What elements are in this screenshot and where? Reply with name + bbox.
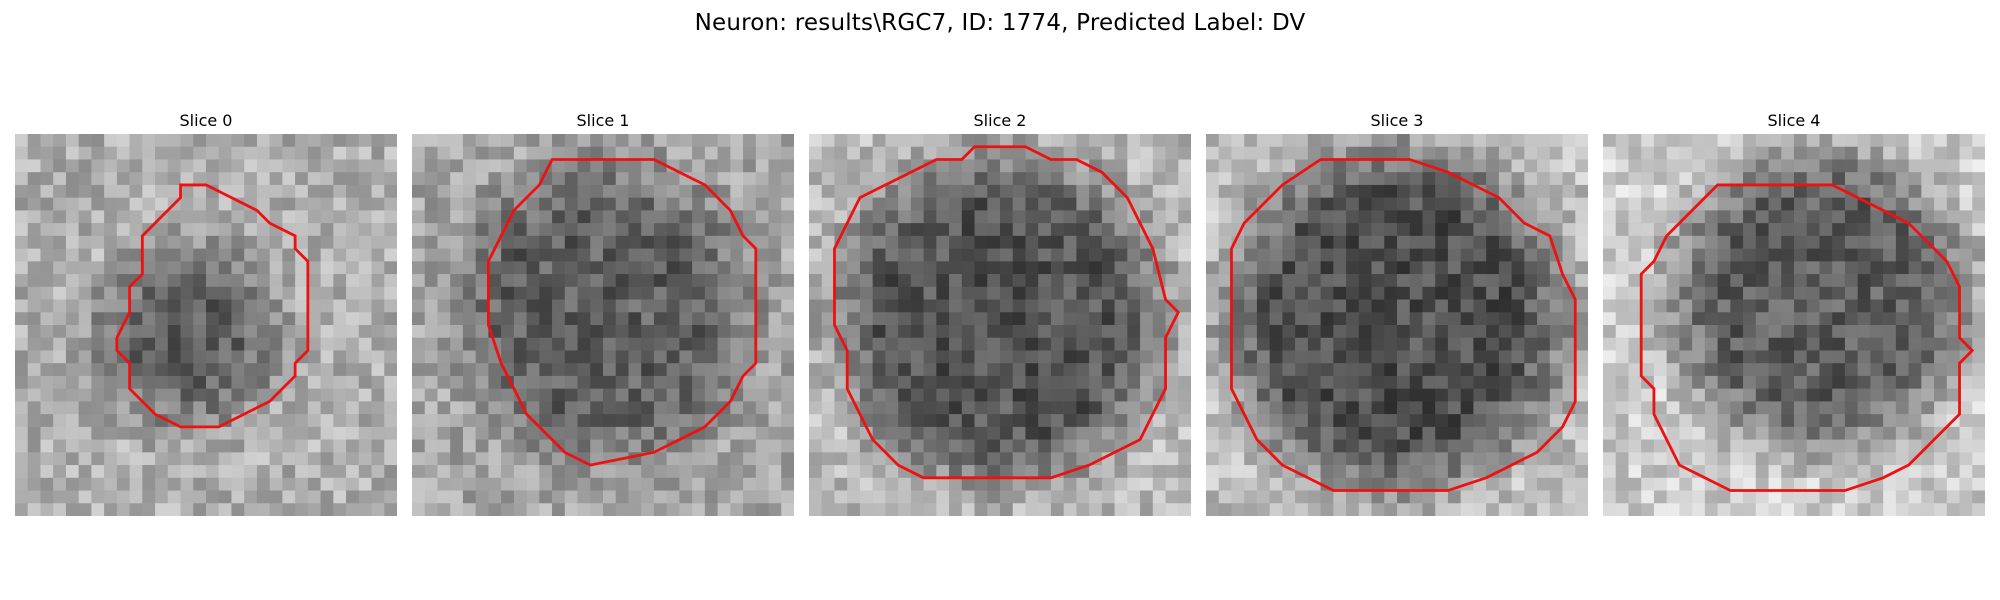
slice-image-svg <box>809 134 1191 516</box>
roi-contour <box>833 145 1180 480</box>
pixel-grid <box>1206 134 1588 516</box>
slice-title: Slice 4 <box>1767 111 1821 130</box>
slice-title: Slice 2 <box>973 111 1027 130</box>
figure-title: Neuron: results\RGC7, ID: 1774, Predicte… <box>694 10 1306 36</box>
slice-title: Slice 3 <box>1370 111 1424 130</box>
slice-image-svg <box>412 134 794 516</box>
slice-panel-3: Slice 3 <box>1206 108 1588 516</box>
slice-panel-2: Slice 2 <box>809 108 1191 516</box>
roi-contour <box>486 158 758 467</box>
slice-image-svg <box>15 134 397 516</box>
slice-image <box>809 134 1191 516</box>
slice-panel-1: Slice 1 <box>412 108 794 516</box>
pixel-grid <box>412 134 794 516</box>
slice-image-svg <box>1206 134 1588 516</box>
pixel-grid <box>1603 134 1985 516</box>
slice-title: Slice 0 <box>179 111 233 130</box>
slice-image-svg <box>1603 134 1985 516</box>
pixel-grid <box>15 134 397 516</box>
slice-panel-4: Slice 4 <box>1603 108 1985 516</box>
slice-image <box>412 134 794 516</box>
slice-image <box>1206 134 1588 516</box>
roi-contour <box>115 183 310 429</box>
slice-title: Slice 1 <box>576 111 630 130</box>
slice-image <box>1603 134 1985 516</box>
roi-contour <box>1230 158 1577 492</box>
pixel-grid <box>809 134 1191 516</box>
roi-contour <box>1639 183 1975 492</box>
slice-panel-0: Slice 0 <box>15 108 397 516</box>
slice-image <box>15 134 397 516</box>
